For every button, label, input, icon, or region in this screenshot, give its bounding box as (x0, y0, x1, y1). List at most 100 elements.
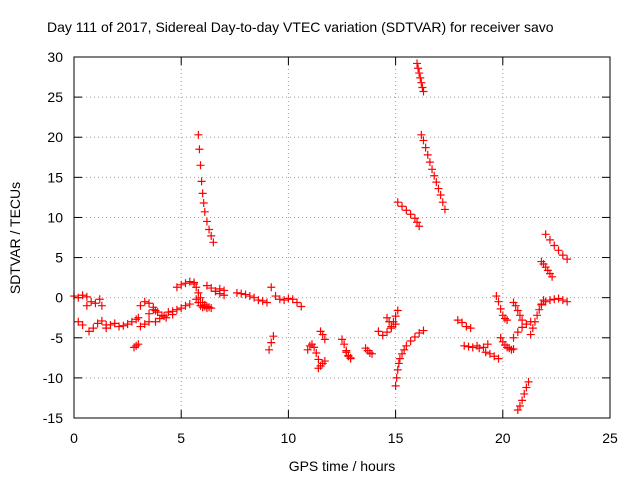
y-axis-label: SDTVAR / TECUs (7, 182, 23, 294)
data-point (492, 292, 501, 301)
data-point (134, 340, 143, 349)
y-tick-label: 30 (47, 49, 63, 65)
data-point (82, 301, 91, 310)
data-point (320, 357, 329, 366)
data-point (410, 214, 419, 223)
data-point (340, 340, 349, 349)
data-point (535, 305, 544, 314)
data-point (415, 222, 424, 231)
data-point (78, 291, 87, 300)
data-point (207, 284, 216, 293)
data-point (145, 309, 154, 318)
axis-ticks (73, 56, 611, 419)
data-point (305, 341, 314, 350)
data-point (140, 297, 149, 306)
data-point (460, 341, 469, 350)
data-point (265, 345, 274, 354)
data-point (554, 246, 563, 255)
data-point (292, 298, 301, 307)
data-point (541, 230, 550, 239)
data-point (533, 311, 542, 320)
data-point (563, 255, 572, 264)
data-point (522, 383, 531, 392)
data-point (494, 354, 503, 363)
data-point (417, 78, 426, 87)
data-point (202, 217, 211, 226)
data-point (415, 328, 424, 337)
data-point (185, 277, 194, 286)
data-point (513, 306, 522, 315)
data-point (269, 332, 278, 341)
data-point (87, 297, 96, 306)
data-point (241, 290, 250, 299)
data-point (374, 327, 383, 336)
data-point (479, 343, 488, 352)
data-point (558, 251, 567, 260)
data-point (196, 161, 205, 170)
y-tick-label: 5 (55, 250, 63, 266)
data-point (338, 335, 346, 344)
data-point (383, 313, 392, 322)
data-point (177, 304, 186, 313)
data-point (485, 349, 494, 358)
data-point (395, 354, 404, 363)
data-point (177, 280, 186, 289)
data-point (164, 308, 173, 317)
data-point (346, 353, 355, 362)
data-point (554, 294, 563, 303)
data-point (82, 292, 91, 301)
data-point (392, 373, 401, 382)
data-point (136, 322, 145, 331)
data-point (398, 202, 407, 211)
x-tick-label: 10 (281, 430, 297, 446)
data-point (280, 296, 289, 305)
data-point (402, 341, 411, 350)
data-point (518, 323, 527, 332)
data-point (85, 327, 94, 336)
data-point (97, 301, 106, 310)
data-point (466, 324, 475, 333)
data-point (414, 64, 423, 73)
data-point (389, 317, 398, 326)
data-point (378, 331, 387, 340)
data-point (398, 349, 407, 358)
data-point (151, 317, 160, 326)
data-point (220, 286, 229, 295)
data-point (89, 324, 98, 333)
y-tick-label: -5 (51, 330, 64, 346)
data-point (513, 328, 522, 337)
data-point (149, 305, 158, 314)
data-point (123, 320, 132, 329)
data-point (181, 301, 190, 310)
data-point (494, 297, 503, 306)
data-point (106, 320, 115, 329)
y-tick-label: -10 (43, 370, 63, 386)
data-point (250, 293, 259, 302)
data-point (391, 381, 400, 390)
data-point (245, 292, 254, 301)
data-point (550, 241, 559, 250)
data-point (436, 190, 445, 199)
data-point (91, 299, 100, 308)
tick-labels: 0 5 10 15 20 25 -15 -10 -5 0 5 10 15 20 25 30 (43, 49, 618, 446)
data-point (394, 359, 403, 368)
data-point (423, 150, 432, 159)
data-point (237, 289, 246, 298)
data-point (197, 177, 206, 186)
data-point (383, 328, 392, 337)
data-point (393, 306, 402, 315)
data-point (168, 307, 177, 316)
data-point (425, 158, 434, 167)
data-point (558, 296, 567, 305)
data-point (418, 83, 427, 92)
data-point (496, 304, 505, 313)
data-point (509, 345, 518, 354)
y-tick-label: 15 (47, 169, 63, 185)
x-axis-label: GPS time / hours (289, 458, 396, 474)
x-tick-label: 5 (177, 430, 185, 446)
data-point (368, 349, 377, 358)
data-point (232, 288, 241, 297)
data-point (160, 312, 169, 321)
data-point (475, 344, 484, 353)
data-point (102, 324, 111, 333)
